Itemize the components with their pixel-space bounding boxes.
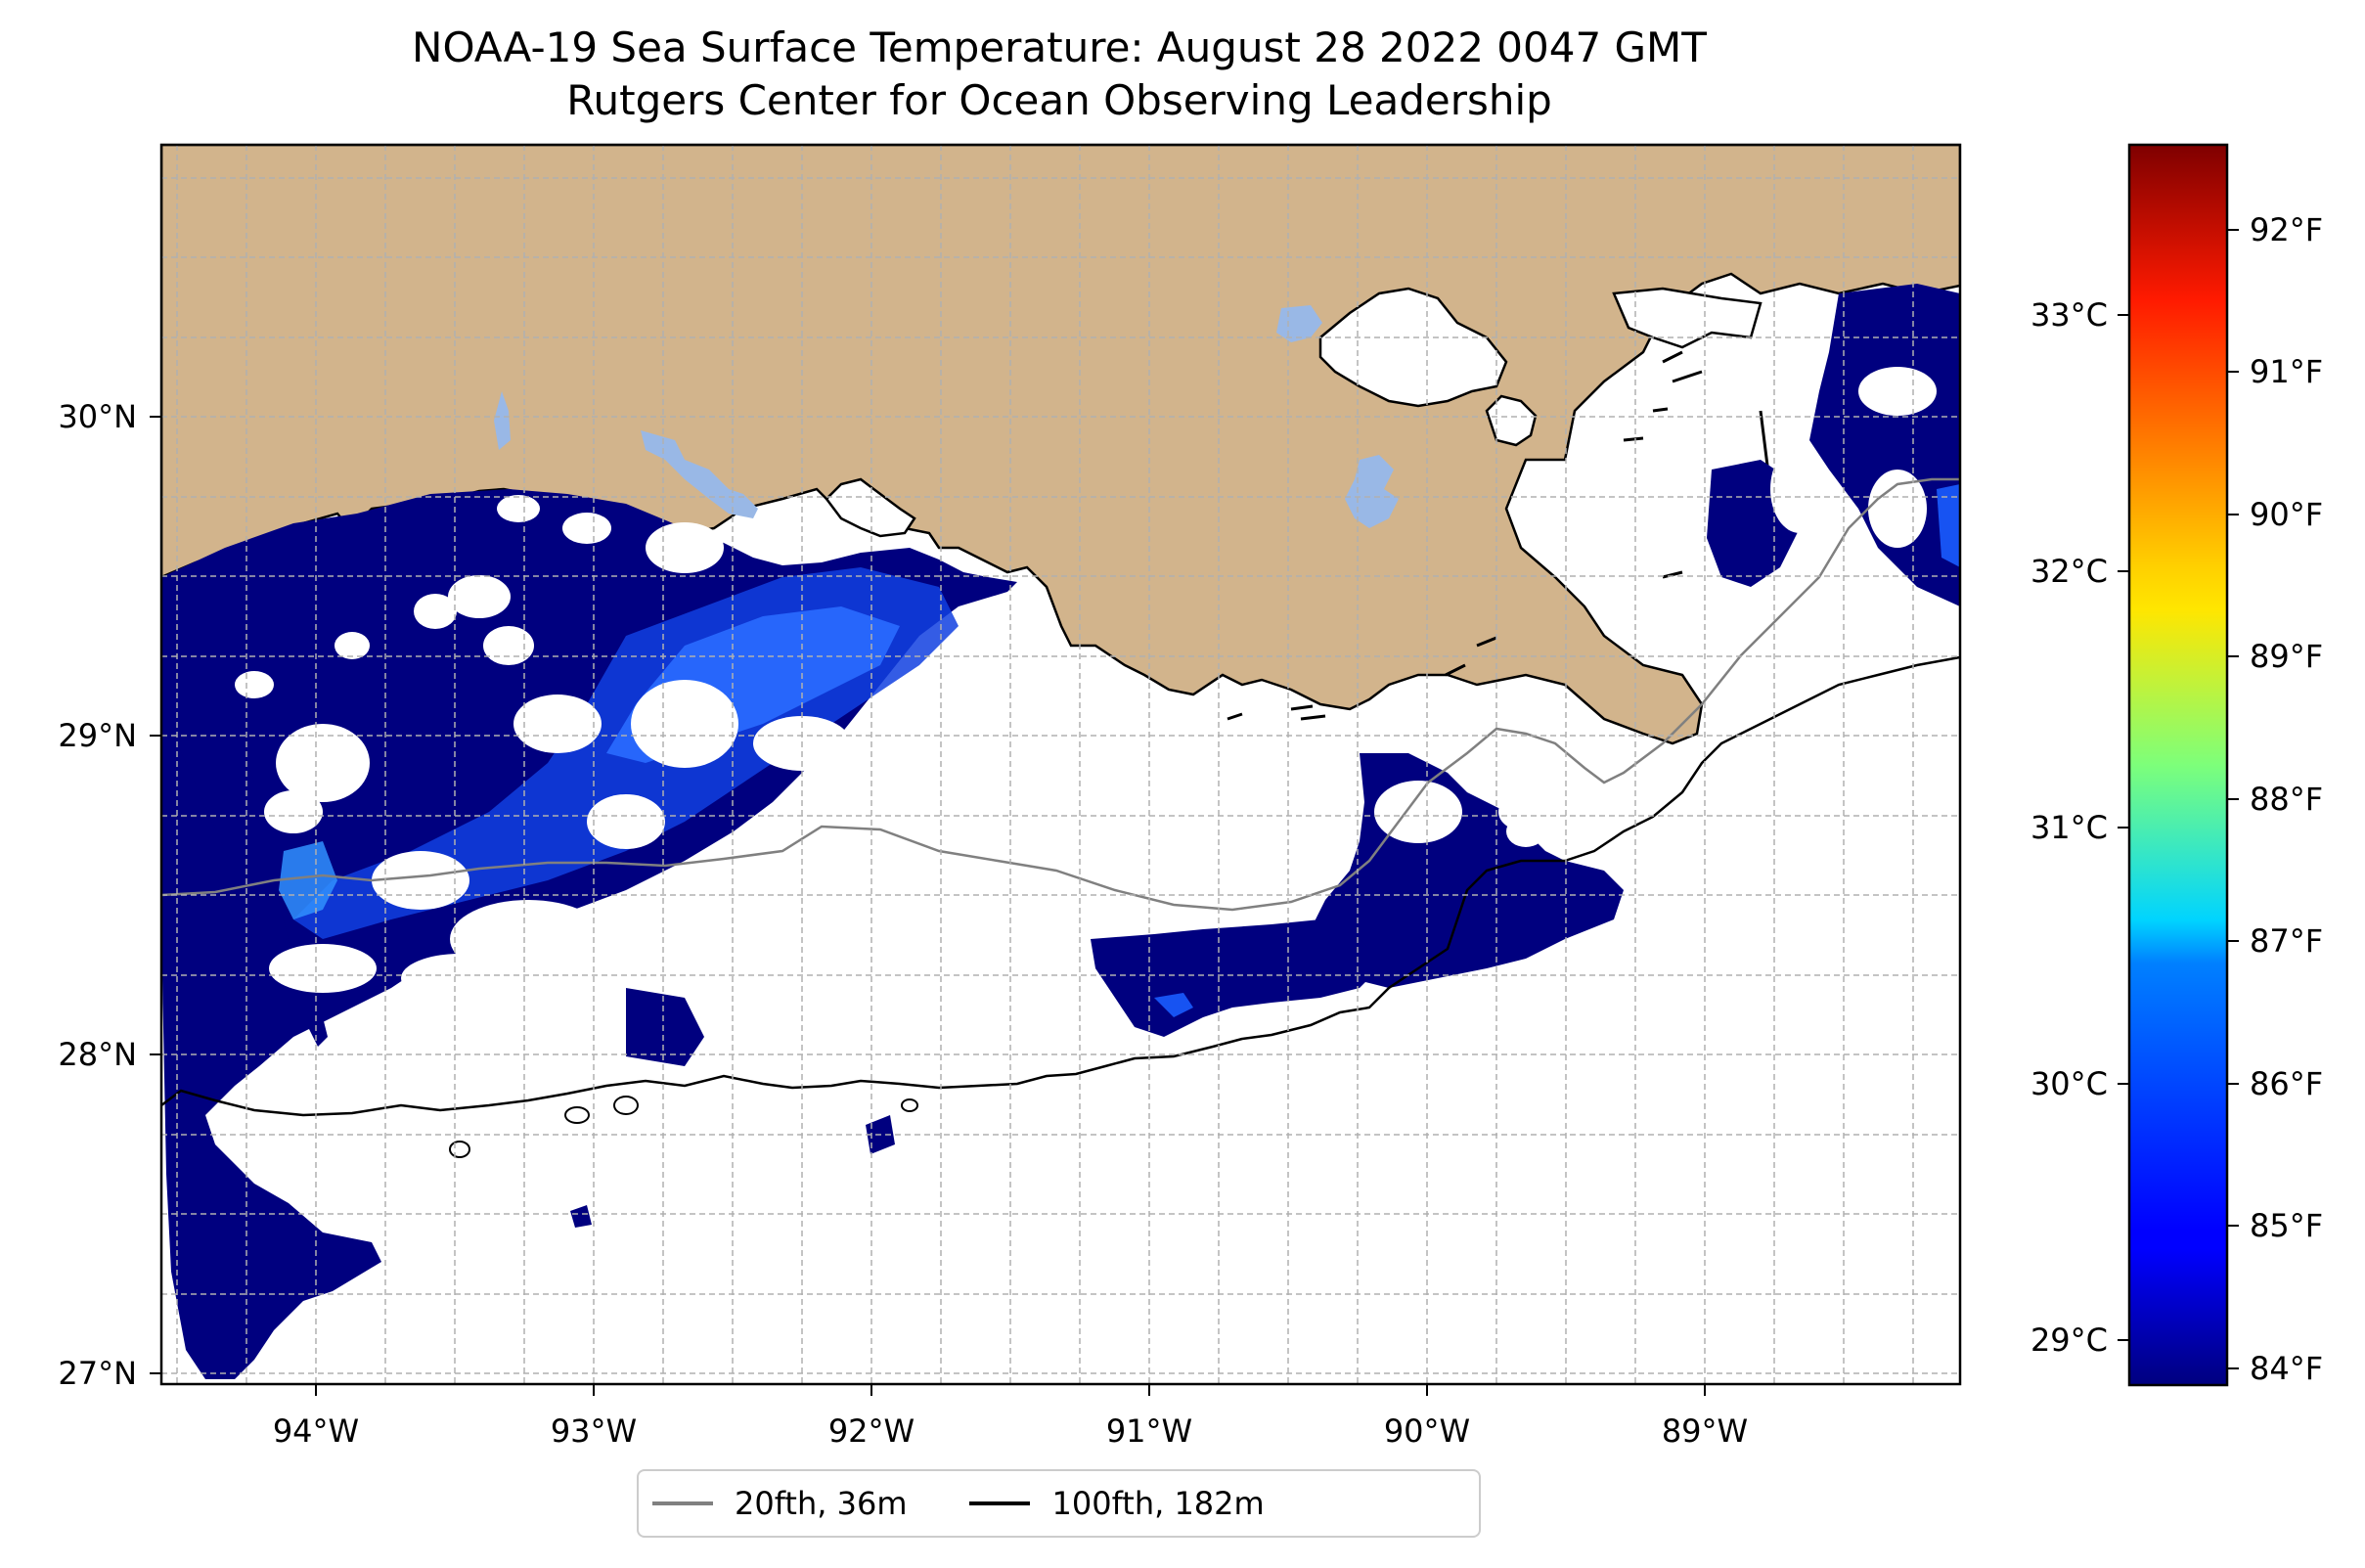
- colorbar-f-86: 86°F: [2250, 1065, 2323, 1102]
- map-area: [161, 145, 1960, 1384]
- inland-bays: [825, 287, 1763, 538]
- lat-label-30n: 30°N: [58, 398, 137, 435]
- coastline-islands: [1227, 350, 1772, 721]
- map-title: NOAA-19 Sea Surface Temperature: August …: [412, 23, 1707, 71]
- gridlines: [161, 145, 1960, 1384]
- lon-label-90w: 90°W: [1384, 1412, 1470, 1450]
- legend-line-black: [969, 1501, 1031, 1505]
- lat-label-28n: 28°N: [58, 1036, 137, 1073]
- colorbar-f-91: 91°F: [2250, 353, 2323, 390]
- colorbar-c-30: 30°C: [2030, 1065, 2108, 1102]
- lon-label-93w: 93°W: [551, 1412, 637, 1450]
- legend-label-100fth: 100fth, 182m: [1051, 1485, 1265, 1522]
- colorbar-f-90: 90°F: [2250, 496, 2323, 533]
- lat-label-27n: 27°N: [58, 1355, 137, 1392]
- colorbar-celsius-ticks: [2118, 314, 2129, 1341]
- colorbar-c-32: 32°C: [2030, 553, 2108, 590]
- map-subtitle: Rutgers Center for Ocean Observing Leade…: [566, 76, 1552, 124]
- lon-label-94w: 94°W: [273, 1412, 359, 1450]
- colorbar-f-84: 84°F: [2250, 1350, 2323, 1387]
- colorbar-fahrenheit-ticks: [2227, 229, 2239, 1369]
- contour-legend: 20fth, 36m 100fth, 182m: [637, 1469, 1481, 1538]
- lon-label-91w: 91°W: [1106, 1412, 1192, 1450]
- colorbar-f-85: 85°F: [2250, 1207, 2323, 1244]
- colorbar-c-29: 29°C: [2030, 1322, 2108, 1359]
- colorbar-c-31: 31°C: [2030, 809, 2108, 846]
- colorbar-f-92: 92°F: [2250, 211, 2323, 248]
- colorbar: [2127, 143, 2229, 1387]
- contour-100fth: [161, 655, 1960, 1117]
- colorbar-f-87: 87°F: [2250, 922, 2323, 960]
- legend-label-20fth: 20fth, 36m: [735, 1485, 908, 1522]
- colorbar-c-33: 33°C: [2030, 296, 2108, 334]
- legend-item-100fth: 100fth, 182m: [969, 1484, 1313, 1523]
- contour-100fth-loops: [449, 1096, 918, 1158]
- axis-ticks: [150, 416, 1706, 1396]
- legend-item-20fth: 20fth, 36m: [652, 1484, 956, 1523]
- legend-line-gray: [652, 1501, 713, 1505]
- map-frame: [159, 143, 1962, 1386]
- lon-label-89w: 89°W: [1662, 1412, 1748, 1450]
- contour-20fth: [161, 477, 1960, 912]
- colorbar-f-88: 88°F: [2250, 781, 2323, 818]
- colorbar-f-89: 89°F: [2250, 638, 2323, 675]
- lon-label-92w: 92°W: [828, 1412, 915, 1450]
- lat-label-29n: 29°N: [58, 717, 137, 754]
